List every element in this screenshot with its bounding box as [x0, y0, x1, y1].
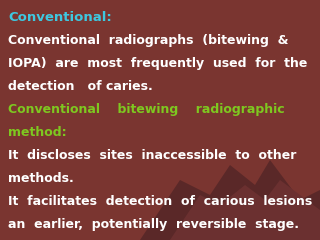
Text: Conventional  radiographs  (bitewing  &: Conventional radiographs (bitewing &	[8, 34, 289, 47]
Text: It  facilitates  detection  of  carious  lesions  at: It facilitates detection of carious lesi…	[8, 195, 320, 208]
Polygon shape	[170, 180, 320, 240]
Text: Conventional    bitewing    radiographic: Conventional bitewing radiographic	[8, 103, 284, 116]
Text: IOPA)  are  most  frequently  used  for  the: IOPA) are most frequently used for the	[8, 57, 308, 70]
Polygon shape	[140, 160, 320, 240]
Text: detection   of caries.: detection of caries.	[8, 80, 153, 93]
Text: It  discloses  sites  inaccessible  to  other: It discloses sites inaccessible to other	[8, 149, 296, 162]
Text: an  earlier,  potentially  reversible  stage.: an earlier, potentially reversible stage…	[8, 218, 299, 231]
Text: methods.: methods.	[8, 172, 74, 185]
Text: Conventional:: Conventional:	[8, 11, 112, 24]
Text: method:: method:	[8, 126, 67, 139]
